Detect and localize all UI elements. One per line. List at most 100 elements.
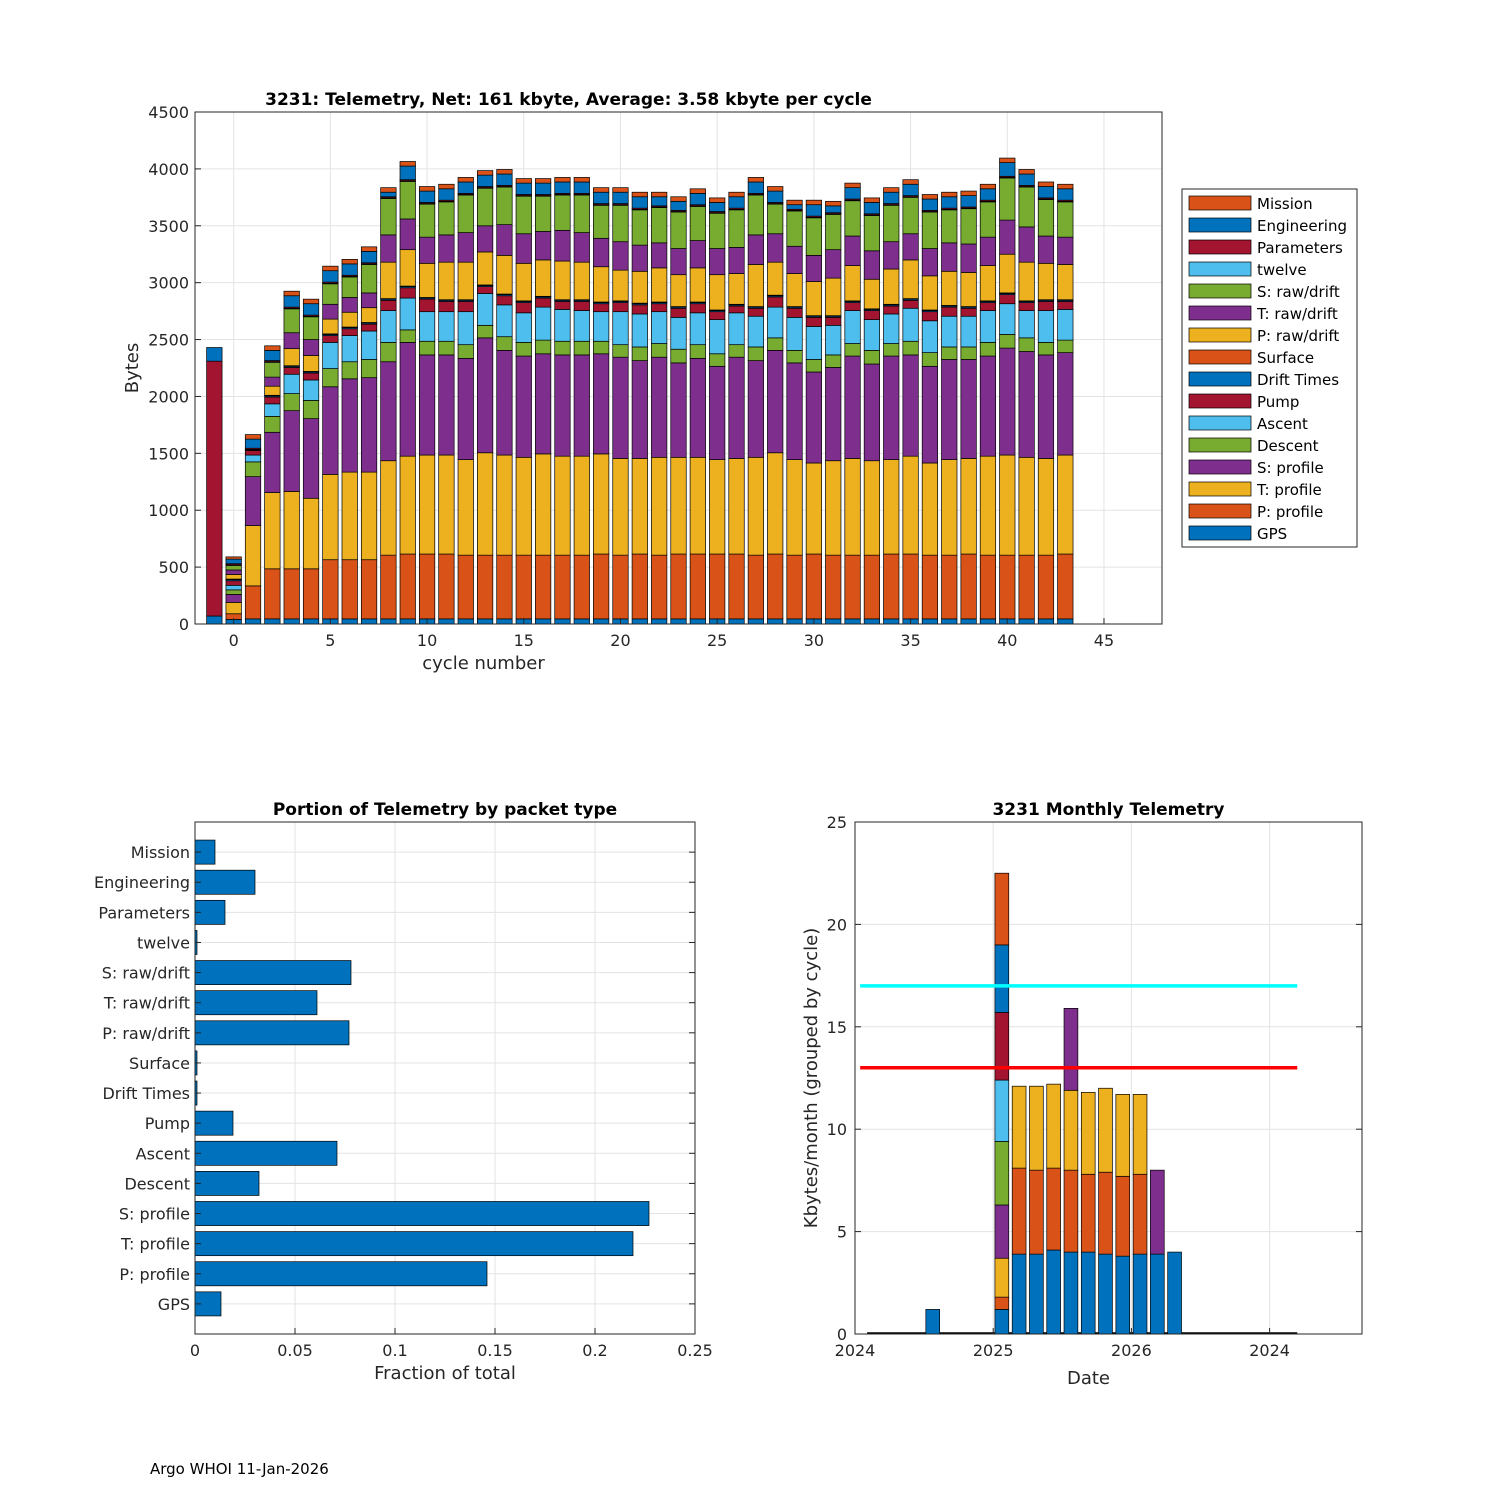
plot1-bar-segment [960, 315, 977, 348]
plot1-legend-swatch [1188, 305, 1252, 321]
plot1-bar-segment [515, 262, 532, 302]
plot1-bar-segment [844, 343, 861, 357]
plot3-bar-segment [1115, 1255, 1131, 1335]
plot1-bar-segment [535, 259, 552, 297]
plot1-bar-segment [515, 302, 532, 314]
plot1-legend-label: Engineering [1257, 217, 1347, 235]
plot1-bar-segment [747, 177, 764, 183]
plot1-bar-segment [631, 196, 648, 209]
plot1-bar-segment [728, 458, 745, 555]
plot1-bar-segment [283, 295, 300, 308]
plot1-bar-segment [360, 246, 378, 252]
plot1-bar-segment [477, 618, 494, 625]
plot1-bar-segment [399, 342, 416, 457]
plot1-bar-segment [573, 261, 590, 301]
plot1-bar-segment [709, 202, 726, 212]
plot1-bar-segment [960, 458, 977, 555]
plot1-bar-segment [979, 201, 997, 238]
plot1-legend-label: S: profile [1257, 459, 1324, 477]
plot1-bar-segment [515, 182, 532, 195]
plot1-bar-segment [1057, 339, 1074, 353]
plot1-bar-segment [225, 580, 242, 586]
plot1-bar-segment [341, 471, 358, 561]
plot1-bar-segment [283, 618, 300, 625]
plot1-bar-segment [651, 618, 668, 625]
plot1-bar-segment [689, 303, 706, 314]
plot1-bar-segment [418, 354, 436, 456]
plot1-bar-segment [573, 618, 590, 625]
plot1-bar-segment [593, 266, 610, 303]
plot1-bar-segment [496, 336, 513, 351]
plot1-bar-segment [631, 244, 648, 272]
plot1-bar-segment [302, 316, 320, 340]
plot1-bar-segment [264, 345, 281, 351]
plot2-bar [194, 1231, 634, 1257]
plot1-bar-segment [863, 350, 880, 365]
plot1-bar-segment [554, 554, 571, 620]
plot2-xtick-label: 0 [190, 1341, 200, 1360]
plot1-bar-segment [225, 589, 242, 595]
plot3-bar-segment [1080, 1251, 1096, 1335]
plot1-bar-segment [612, 204, 629, 243]
plot1-bar-segment [554, 194, 571, 231]
plot1-legend-swatch [1188, 327, 1252, 343]
plot1-xtick-label: 10 [417, 631, 437, 650]
plot1-bar-segment [979, 302, 997, 311]
plot1-bar-segment [902, 233, 919, 261]
plot1-bar-segment [747, 234, 764, 265]
plot1-bar-segment [999, 454, 1016, 556]
plot1-bar-segment [960, 346, 977, 360]
plot1-bar-segment [999, 554, 1016, 620]
plot2-xlabel: Fraction of total [374, 1363, 516, 1384]
plot1-bar-segment [1018, 169, 1035, 175]
plot1-bar-segment [883, 459, 900, 555]
plot1-xtick-label: 45 [1094, 631, 1114, 650]
plot1-bar-segment [902, 553, 919, 620]
plot1-bar-segment [960, 618, 977, 625]
plot2-category-label: Surface [129, 1054, 190, 1073]
plot1-bar-segment [477, 225, 494, 253]
plot1-bar-segment [1018, 337, 1035, 352]
plot1-bar-segment [844, 458, 861, 556]
plot1-bar-segment [921, 211, 939, 249]
plot1-bar-segment [206, 360, 223, 617]
plot1-bar-segment [341, 258, 358, 265]
plot1-bar-segment [651, 303, 668, 313]
plot3-axes-box [854, 821, 1363, 1335]
plot3-bar-segment [1132, 1253, 1148, 1335]
plot1-bar-segment [1057, 454, 1074, 555]
plot1-bar-segment [709, 248, 726, 276]
plot1-bar-segment [302, 418, 320, 499]
plot3-ytick-label: 0 [837, 1325, 847, 1344]
plot1-bar-segment [786, 199, 803, 206]
plot1-bar-segment [825, 367, 842, 462]
plot1-bar-segment [786, 273, 803, 307]
plot1-bar-segment [786, 554, 803, 620]
plot1-bar-segment [418, 262, 436, 298]
plot1-bar-segment [360, 471, 378, 561]
plot1-bar-segment [535, 231, 552, 261]
plot2-bar [194, 1140, 338, 1166]
plot1-bar-segment [360, 251, 378, 264]
plot1-bar-segment [805, 317, 822, 327]
plot1-legend-swatch [1188, 481, 1252, 497]
plot1-bar-segment [1057, 352, 1074, 456]
plot1-bar-segment [360, 377, 378, 473]
plot1-legend-swatch [1188, 195, 1252, 211]
plot1-xtick-label: 20 [610, 631, 630, 650]
plot1-bar-segment [554, 229, 571, 262]
plot1-bar-segment [902, 307, 919, 342]
plot1-bar-segment [264, 385, 281, 396]
plot1-legend-swatch [1188, 437, 1252, 453]
plot1-bar-segment [979, 183, 997, 190]
plot1-bar-segment [244, 454, 262, 463]
plot1-bar-segment [902, 340, 919, 356]
plot1-bar-segment [593, 453, 610, 555]
plot1-bar-segment [302, 339, 320, 356]
plot1-bar-segment [438, 311, 455, 342]
plot1-bar-segment [612, 241, 629, 271]
plot3-bar-segment [994, 1257, 1010, 1298]
plot1-bar-segment [689, 193, 706, 206]
plot3-bar-segment [1063, 1251, 1079, 1335]
plot1-bar-segment [399, 287, 416, 299]
